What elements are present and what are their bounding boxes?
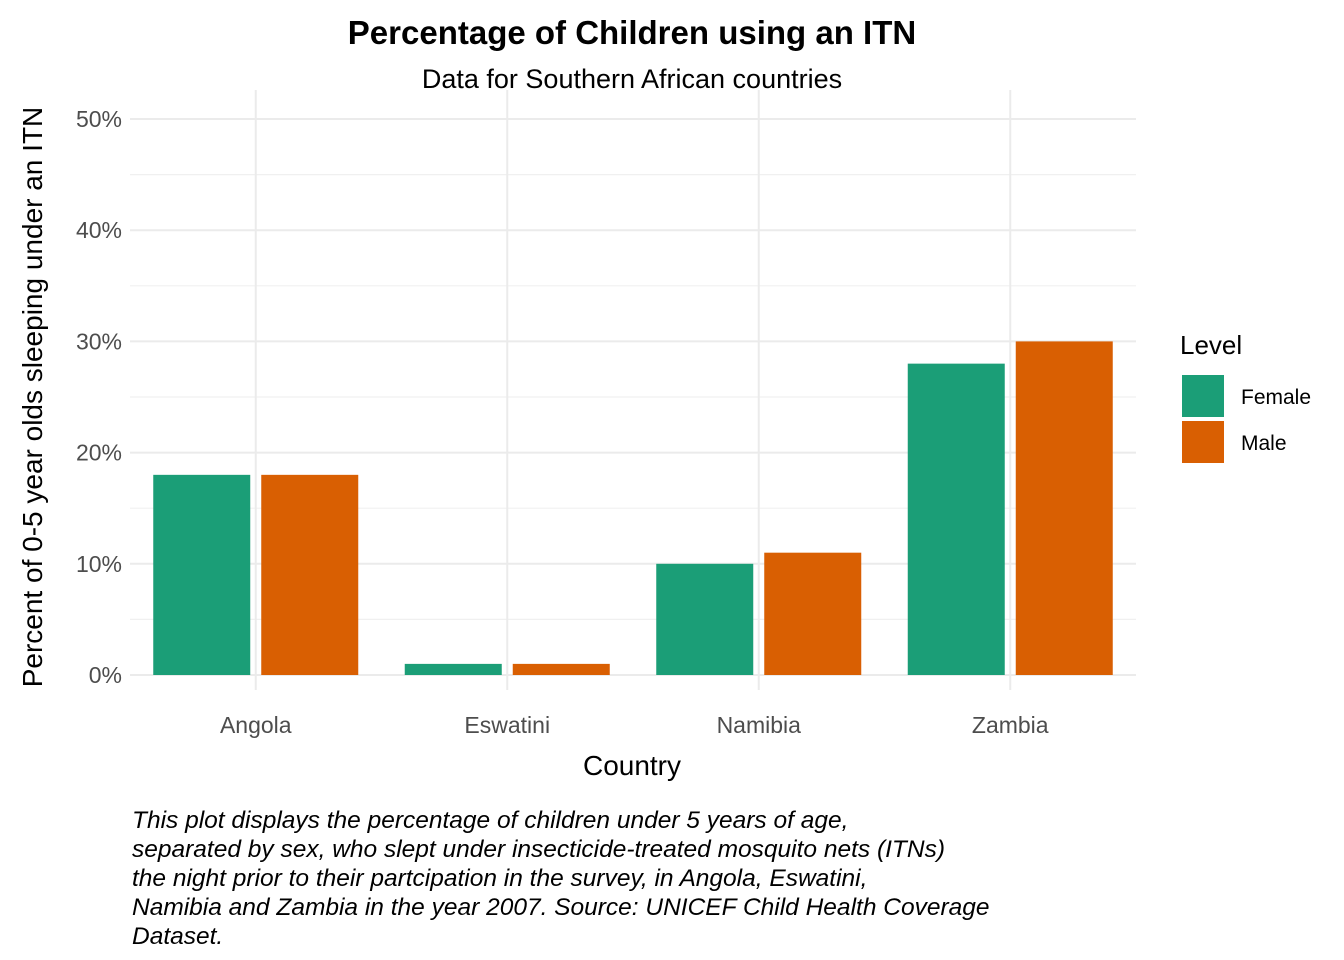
- caption-line: Namibia and Zambia in the year 2007. Sou…: [132, 894, 990, 921]
- bar-chart: Percentage of Children using an ITN Data…: [17, 14, 1311, 781]
- y-tick-label: 10%: [76, 551, 122, 577]
- bar-eswatini-female: [404, 663, 502, 675]
- bar-eswatini-male: [512, 663, 610, 675]
- bar-angola-female: [153, 474, 251, 675]
- bar-angola-male: [261, 474, 359, 675]
- bar-zambia-female: [907, 363, 1005, 675]
- caption-line: separated by sex, who slept under insect…: [132, 836, 945, 863]
- x-tick-label: Zambia: [972, 712, 1049, 738]
- x-tick-label: Angola: [220, 712, 292, 738]
- legend-title: Level: [1180, 330, 1242, 360]
- bars: [153, 341, 1113, 675]
- chart-title: Percentage of Children using an ITN: [348, 14, 916, 51]
- legend: Level Female Male: [1180, 330, 1311, 463]
- y-axis-title: Percent of 0-5 year olds sleeping under …: [17, 107, 48, 688]
- legend-key-female: [1182, 375, 1224, 417]
- y-tick-label: 30%: [76, 328, 122, 354]
- bar-namibia-male: [764, 552, 862, 675]
- caption-line: the night prior to their partcipation in…: [132, 865, 868, 892]
- caption-line: This plot displays the percentage of chi…: [132, 807, 849, 834]
- legend-label: Male: [1241, 432, 1287, 455]
- y-tick-label: 50%: [76, 106, 122, 132]
- x-tick-label: Eswatini: [464, 712, 550, 738]
- y-tick-label: 40%: [76, 217, 122, 243]
- bar-namibia-female: [656, 563, 754, 675]
- chart-subtitle: Data for Southern African countries: [422, 64, 842, 94]
- legend-label: Female: [1241, 386, 1311, 409]
- x-axis-ticks: Angola Eswatini Namibia Zambia: [220, 712, 1049, 738]
- caption: This plot displays the percentage of chi…: [132, 806, 1132, 951]
- caption-line: Dataset.: [132, 923, 224, 950]
- legend-key-male: [1182, 421, 1224, 463]
- bar-zambia-male: [1015, 341, 1113, 675]
- x-tick-label: Namibia: [717, 712, 802, 738]
- x-axis-title: Country: [583, 750, 681, 781]
- y-tick-label: 20%: [76, 440, 122, 466]
- y-tick-label: 0%: [89, 662, 122, 688]
- y-axis-ticks: 0% 10% 20% 30% 40% 50%: [76, 106, 122, 688]
